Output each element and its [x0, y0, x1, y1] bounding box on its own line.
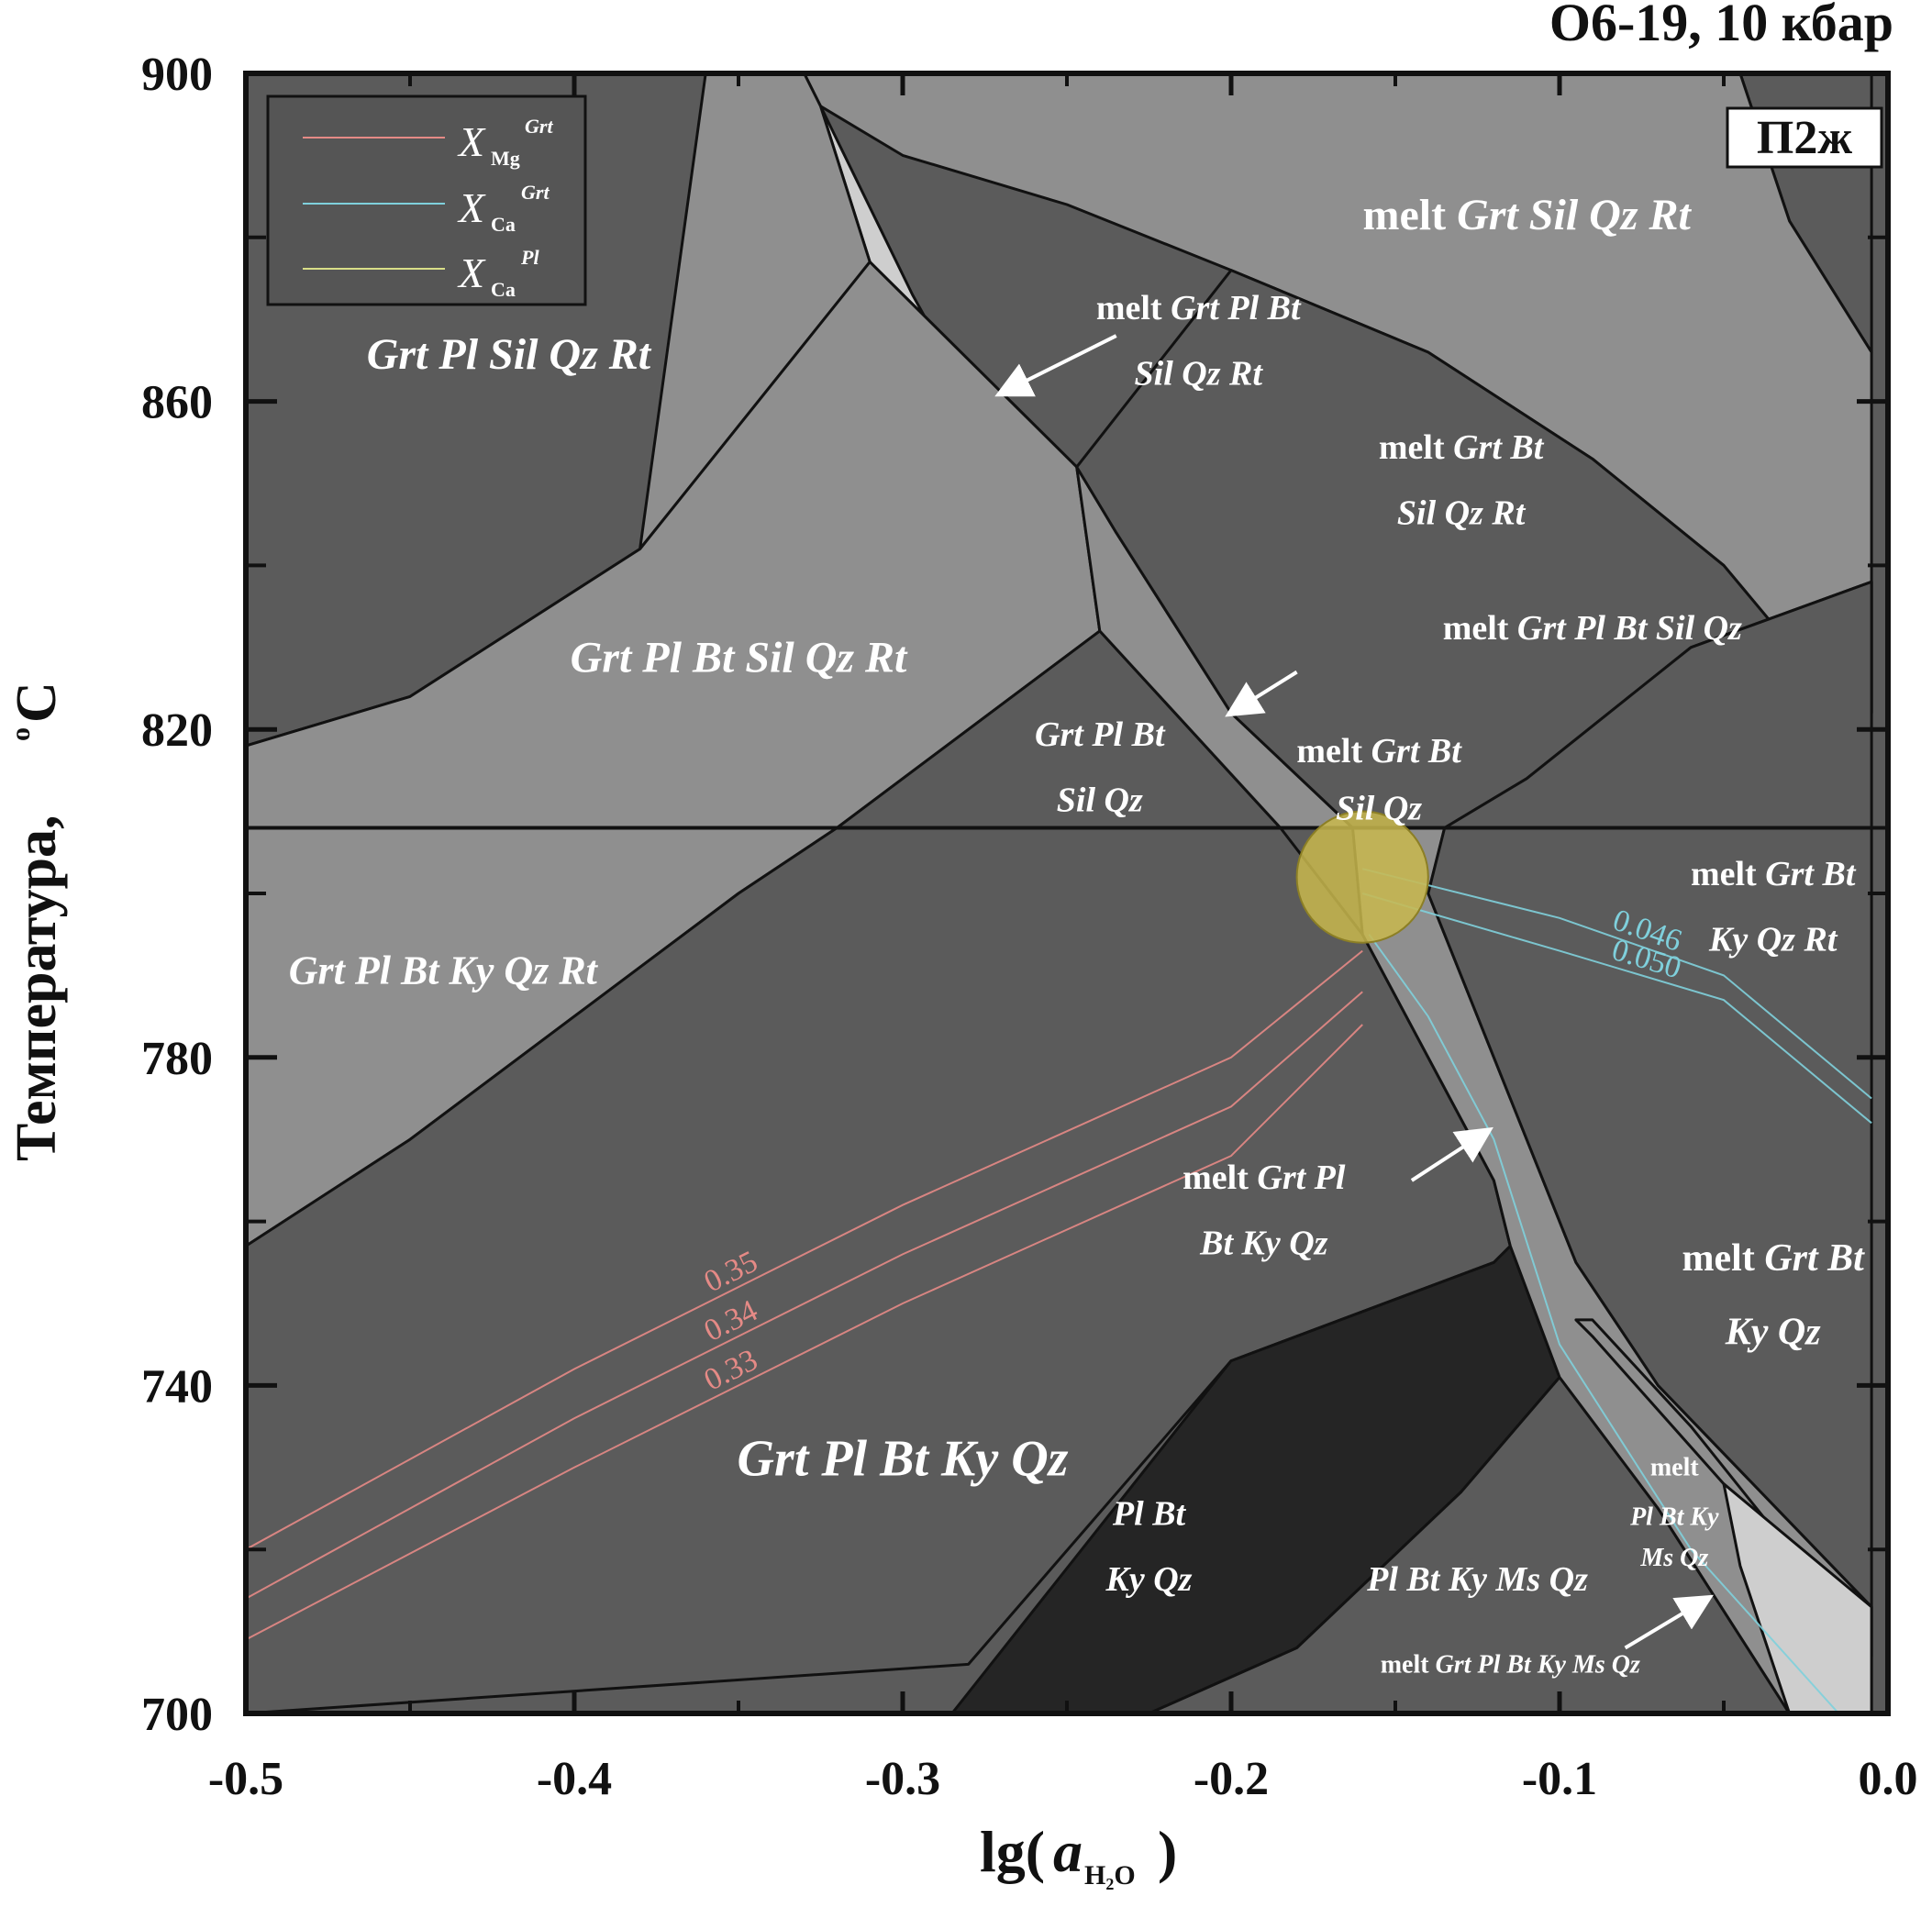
y-tick-label: 860 [141, 377, 213, 429]
legend-sub-2: Ca [491, 213, 516, 236]
field-label-2: melt Grt Pl Bt [1096, 289, 1302, 327]
field-melt-grt-bt-sil-qz-rt-4 [638, 73, 872, 550]
field-label-15: melt Grt Pl [1183, 1159, 1346, 1197]
legend-sup-3: Pl [520, 246, 539, 269]
field-label-17: melt Grt Bt [1682, 1237, 1866, 1280]
axis-ticks: -0.5 -0.4 -0.3 -0.2 -0.1 0.0 700 740 780 820 860 90… [141, 49, 1918, 1805]
legend: X Mg Grt X Ca Grt X Ca Pl [266, 94, 587, 306]
field-label-3: Sil Qz Rt [1135, 355, 1264, 394]
x-axis-label-var: a [1053, 1819, 1083, 1884]
arrows [994, 334, 1714, 1650]
field-label-19: Grt Pl Bt Ky Qz [738, 1431, 1069, 1488]
pointer-arrow-0 [994, 334, 1117, 397]
field-label-6: Grt Pl Bt Sil Qz Rt [571, 634, 908, 682]
legend-sub-1: Mg [491, 147, 520, 170]
chart-title: O6-19, 10 кбар [1549, 0, 1893, 52]
legend-symbol-1: X [457, 118, 486, 165]
field-label-16: Bt Ky Qz [1199, 1224, 1328, 1262]
field-label-0: melt Grt Sil Qz Rt [1363, 191, 1693, 239]
x-tick-label: -0.3 [865, 1753, 940, 1805]
isopleth-0-050-3 [1361, 893, 1872, 1125]
legend-sub-3: Ca [491, 278, 516, 301]
field-label-9: Sil Qz [1057, 782, 1143, 820]
isopleth-0-34-1 [246, 991, 1363, 1600]
pointer-arrow-1 [1225, 670, 1298, 717]
panel-label-box [1726, 106, 1883, 169]
field-label-20: Pl Bt [1112, 1494, 1187, 1533]
y-tick-label: 820 [141, 704, 213, 757]
x-tick-label: -0.4 [537, 1753, 612, 1805]
x-tick-label: -0.1 [1522, 1753, 1597, 1805]
field-label-24: Pl Bt Ky [1629, 1502, 1719, 1531]
field-melt-grt-bt-ky-qz-15 [1427, 826, 1873, 1609]
x-axis-label-main: lg( [980, 1819, 1045, 1884]
field-melt-grt-pl-bt-ky-ms-qz-17 [1722, 1482, 1873, 1713]
field-label-18: Ky Qz [1725, 1312, 1821, 1354]
legend-sup-2: Grt [521, 181, 550, 204]
legend-sup-1: Grt [525, 115, 553, 138]
y-axis-label-main: Температура, [6, 815, 68, 1161]
field-label-22: Pl Bt Ky Ms Qz [1366, 1560, 1588, 1599]
field-labels: melt Grt Sil Qz Rt Grt Pl Sil Qz Rt melt G… [289, 191, 1865, 1679]
field-label-11: Sil Qz [1336, 790, 1422, 828]
field-label-21: Ky Qz [1105, 1560, 1193, 1599]
highlight-circle [1295, 810, 1429, 944]
field-label-23: melt [1650, 1454, 1700, 1482]
field-label-26: melt Grt Pl Bt Ky Ms Qz [1381, 1650, 1640, 1679]
field-label-12: melt Grt Bt [1691, 855, 1857, 893]
isopleth-0-046-4 [1361, 868, 1872, 1100]
field-label-4: melt Grt Bt [1379, 428, 1545, 467]
y-axis-label-unit: C [6, 682, 68, 723]
field-label-25: Ms Qz [1639, 1544, 1708, 1572]
pointer-arrow-2 [1410, 1126, 1493, 1182]
y-tick-label: 780 [141, 1033, 213, 1085]
field-label-8: Grt Pl Bt [1035, 715, 1166, 754]
isopleth-unlabeled-5 [1368, 934, 1840, 1713]
field-label-14: Grt Pl Bt Ky Qz Rt [289, 948, 599, 992]
field-label-10: melt Grt Bt [1296, 732, 1462, 771]
panel-label: П2ж [1757, 112, 1852, 164]
x-axis-label-sub: H₂O [1084, 1860, 1136, 1890]
isopleth-0-33-2 [246, 1024, 1363, 1641]
y-tick-label: 740 [141, 1360, 213, 1413]
field-label-7: melt Grt Pl Bt Sil Qz [1443, 609, 1742, 648]
legend-symbol-2: X [457, 184, 486, 231]
x-tick-label: -0.2 [1194, 1753, 1269, 1805]
x-axis-label-close: ) [1158, 1819, 1177, 1884]
legend-box [266, 94, 587, 306]
y-axis-label: Температура, o C [6, 682, 68, 1161]
y-tick-label: 900 [141, 49, 213, 101]
field-label-13: Ky Qz Rt [1708, 921, 1838, 959]
pointer-arrow-3 [1624, 1594, 1714, 1650]
field-label-1: Grt Pl Sil Qz Rt [367, 330, 652, 379]
x-axis-label: lg( a H₂O ) [980, 1819, 1177, 1890]
y-tick-label: 700 [141, 1689, 213, 1741]
y-axis-label-unit-sup: o [6, 727, 36, 741]
field-label-5: Sil Qz Rt [1397, 494, 1527, 533]
x-tick-label: 0.0 [1859, 1753, 1918, 1805]
isopleth-0-35-0 [246, 949, 1363, 1551]
legend-symbol-3: X [457, 249, 486, 296]
phase-fields [246, 73, 1888, 1713]
x-tick-label: -0.5 [208, 1753, 283, 1805]
